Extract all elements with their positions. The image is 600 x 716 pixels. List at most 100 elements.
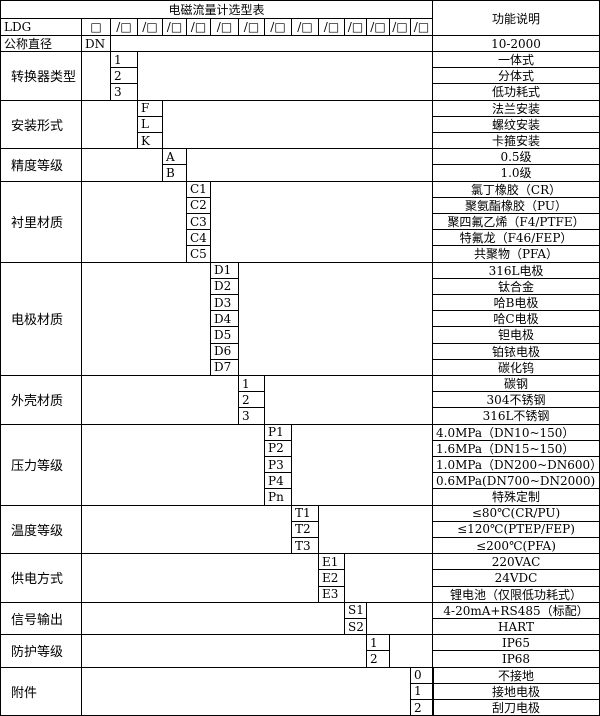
option-code: 2	[238, 391, 265, 409]
option-code: Pn	[264, 488, 292, 506]
option-code: D7	[210, 358, 239, 376]
empty-cell	[291, 423, 433, 506]
option-code: F	[137, 99, 163, 117]
option-function: 法兰安装	[432, 99, 600, 117]
option-function: 钽电极	[432, 326, 600, 344]
model-prefix: LDG	[0, 18, 82, 36]
option-code: D1	[210, 261, 239, 279]
option-function: 锂电池（仅限低功耗式）	[432, 585, 600, 603]
option-function: 316L不锈钢	[432, 407, 600, 425]
option-function: 钛合金	[432, 277, 600, 295]
option-code: S1	[344, 601, 367, 619]
category-label: 信号输出	[0, 601, 82, 636]
option-code: C1	[186, 180, 211, 198]
option-code: 1	[238, 375, 265, 393]
function-header: 功能说明	[432, 0, 600, 36]
option-code: 0	[410, 666, 433, 684]
option-code: D3	[210, 294, 239, 312]
option-function: 特氟龙（F46/FEP）	[432, 229, 600, 247]
category-label: 防护等级	[0, 634, 82, 668]
model-slot: □	[81, 18, 111, 36]
category-label: 压力等级	[0, 423, 82, 506]
option-code: P1	[264, 423, 292, 441]
option-code: P2	[264, 439, 292, 457]
category-label: 安装形式	[0, 99, 82, 150]
option-function: 1.0MPa（DN200~DN600）	[432, 456, 600, 474]
model-slot: /□	[344, 18, 367, 36]
empty-cell	[186, 148, 433, 182]
option-code: P3	[264, 456, 292, 474]
model-slot: /□	[238, 18, 265, 36]
option-function: 特殊定制	[432, 488, 600, 506]
option-code: D2	[210, 277, 239, 295]
nominal-diameter-label: 公称直径	[0, 35, 82, 52]
option-code: 3	[238, 407, 265, 425]
empty-cell	[110, 35, 433, 52]
empty-cell	[81, 504, 292, 555]
model-slot: /□	[366, 18, 390, 36]
option-code: 1	[410, 682, 433, 700]
category-label: 温度等级	[0, 504, 82, 555]
option-code: D6	[210, 342, 239, 360]
nominal-diameter-function: 10-2000	[432, 35, 600, 52]
option-function: 卡箍安装	[432, 132, 600, 150]
category-label: 附件	[0, 666, 82, 716]
option-code: B	[162, 164, 187, 182]
model-slot: /□	[186, 18, 211, 36]
option-function: 聚氨酯橡胶（PU）	[432, 196, 600, 214]
option-code: 1	[366, 634, 390, 652]
empty-cell	[264, 375, 433, 425]
option-function: 碳化钨	[432, 358, 600, 376]
option-code: C4	[186, 229, 211, 247]
empty-cell	[81, 423, 265, 506]
option-code: D4	[210, 310, 239, 328]
empty-cell	[238, 261, 433, 376]
option-code: 3	[110, 83, 138, 101]
category-label: 转换器类型	[0, 51, 82, 101]
option-code: L	[137, 115, 163, 133]
option-code: A	[162, 148, 187, 166]
option-code: T1	[291, 504, 319, 522]
model-slot: /□	[389, 18, 411, 36]
category-label: 外壳材质	[0, 375, 82, 425]
empty-cell	[81, 375, 239, 425]
option-function: 24VDC	[432, 569, 600, 587]
model-slot: /□	[210, 18, 239, 36]
option-function: 哈B电极	[432, 294, 600, 312]
empty-cell	[81, 666, 411, 716]
option-function: 刮刀电极	[432, 699, 600, 716]
option-function: IP65	[432, 634, 600, 652]
option-code: 2	[366, 650, 390, 668]
model-slot: /□	[410, 18, 433, 36]
empty-cell	[81, 553, 319, 603]
option-function: ≤80℃(CR/PU)	[432, 504, 600, 522]
category-label: 电极材质	[0, 261, 82, 376]
empty-cell	[344, 553, 433, 603]
option-function: 哈C电极	[432, 310, 600, 328]
option-code: P4	[264, 472, 292, 490]
option-function: 0.5级	[432, 148, 600, 166]
option-function: ≤120℃(PTEP/FEP)	[432, 520, 600, 538]
option-code: C5	[186, 245, 211, 263]
table-title: 电磁流量计选型表	[0, 0, 433, 19]
model-slot: /□	[264, 18, 292, 36]
option-function: 分体式	[432, 67, 600, 85]
option-code: C3	[186, 213, 211, 231]
model-slot: /□	[318, 18, 345, 36]
empty-cell	[318, 504, 433, 555]
empty-cell	[389, 634, 433, 668]
option-function: 0.6MPa(DN700~DN2000)	[432, 472, 600, 490]
option-function: 1.0级	[432, 164, 600, 182]
option-function: 一体式	[432, 51, 600, 69]
empty-cell	[366, 601, 433, 636]
option-code: 1	[110, 51, 138, 69]
category-label: 精度等级	[0, 148, 82, 182]
option-code: S2	[344, 618, 367, 636]
empty-cell	[81, 148, 163, 182]
empty-cell	[81, 99, 138, 150]
option-function: IP68	[432, 650, 600, 668]
empty-cell	[81, 51, 111, 101]
option-function: 聚四氟乙烯（F4/PTFE）	[432, 213, 600, 231]
option-function: ≤200℃(PFA)	[432, 537, 600, 555]
